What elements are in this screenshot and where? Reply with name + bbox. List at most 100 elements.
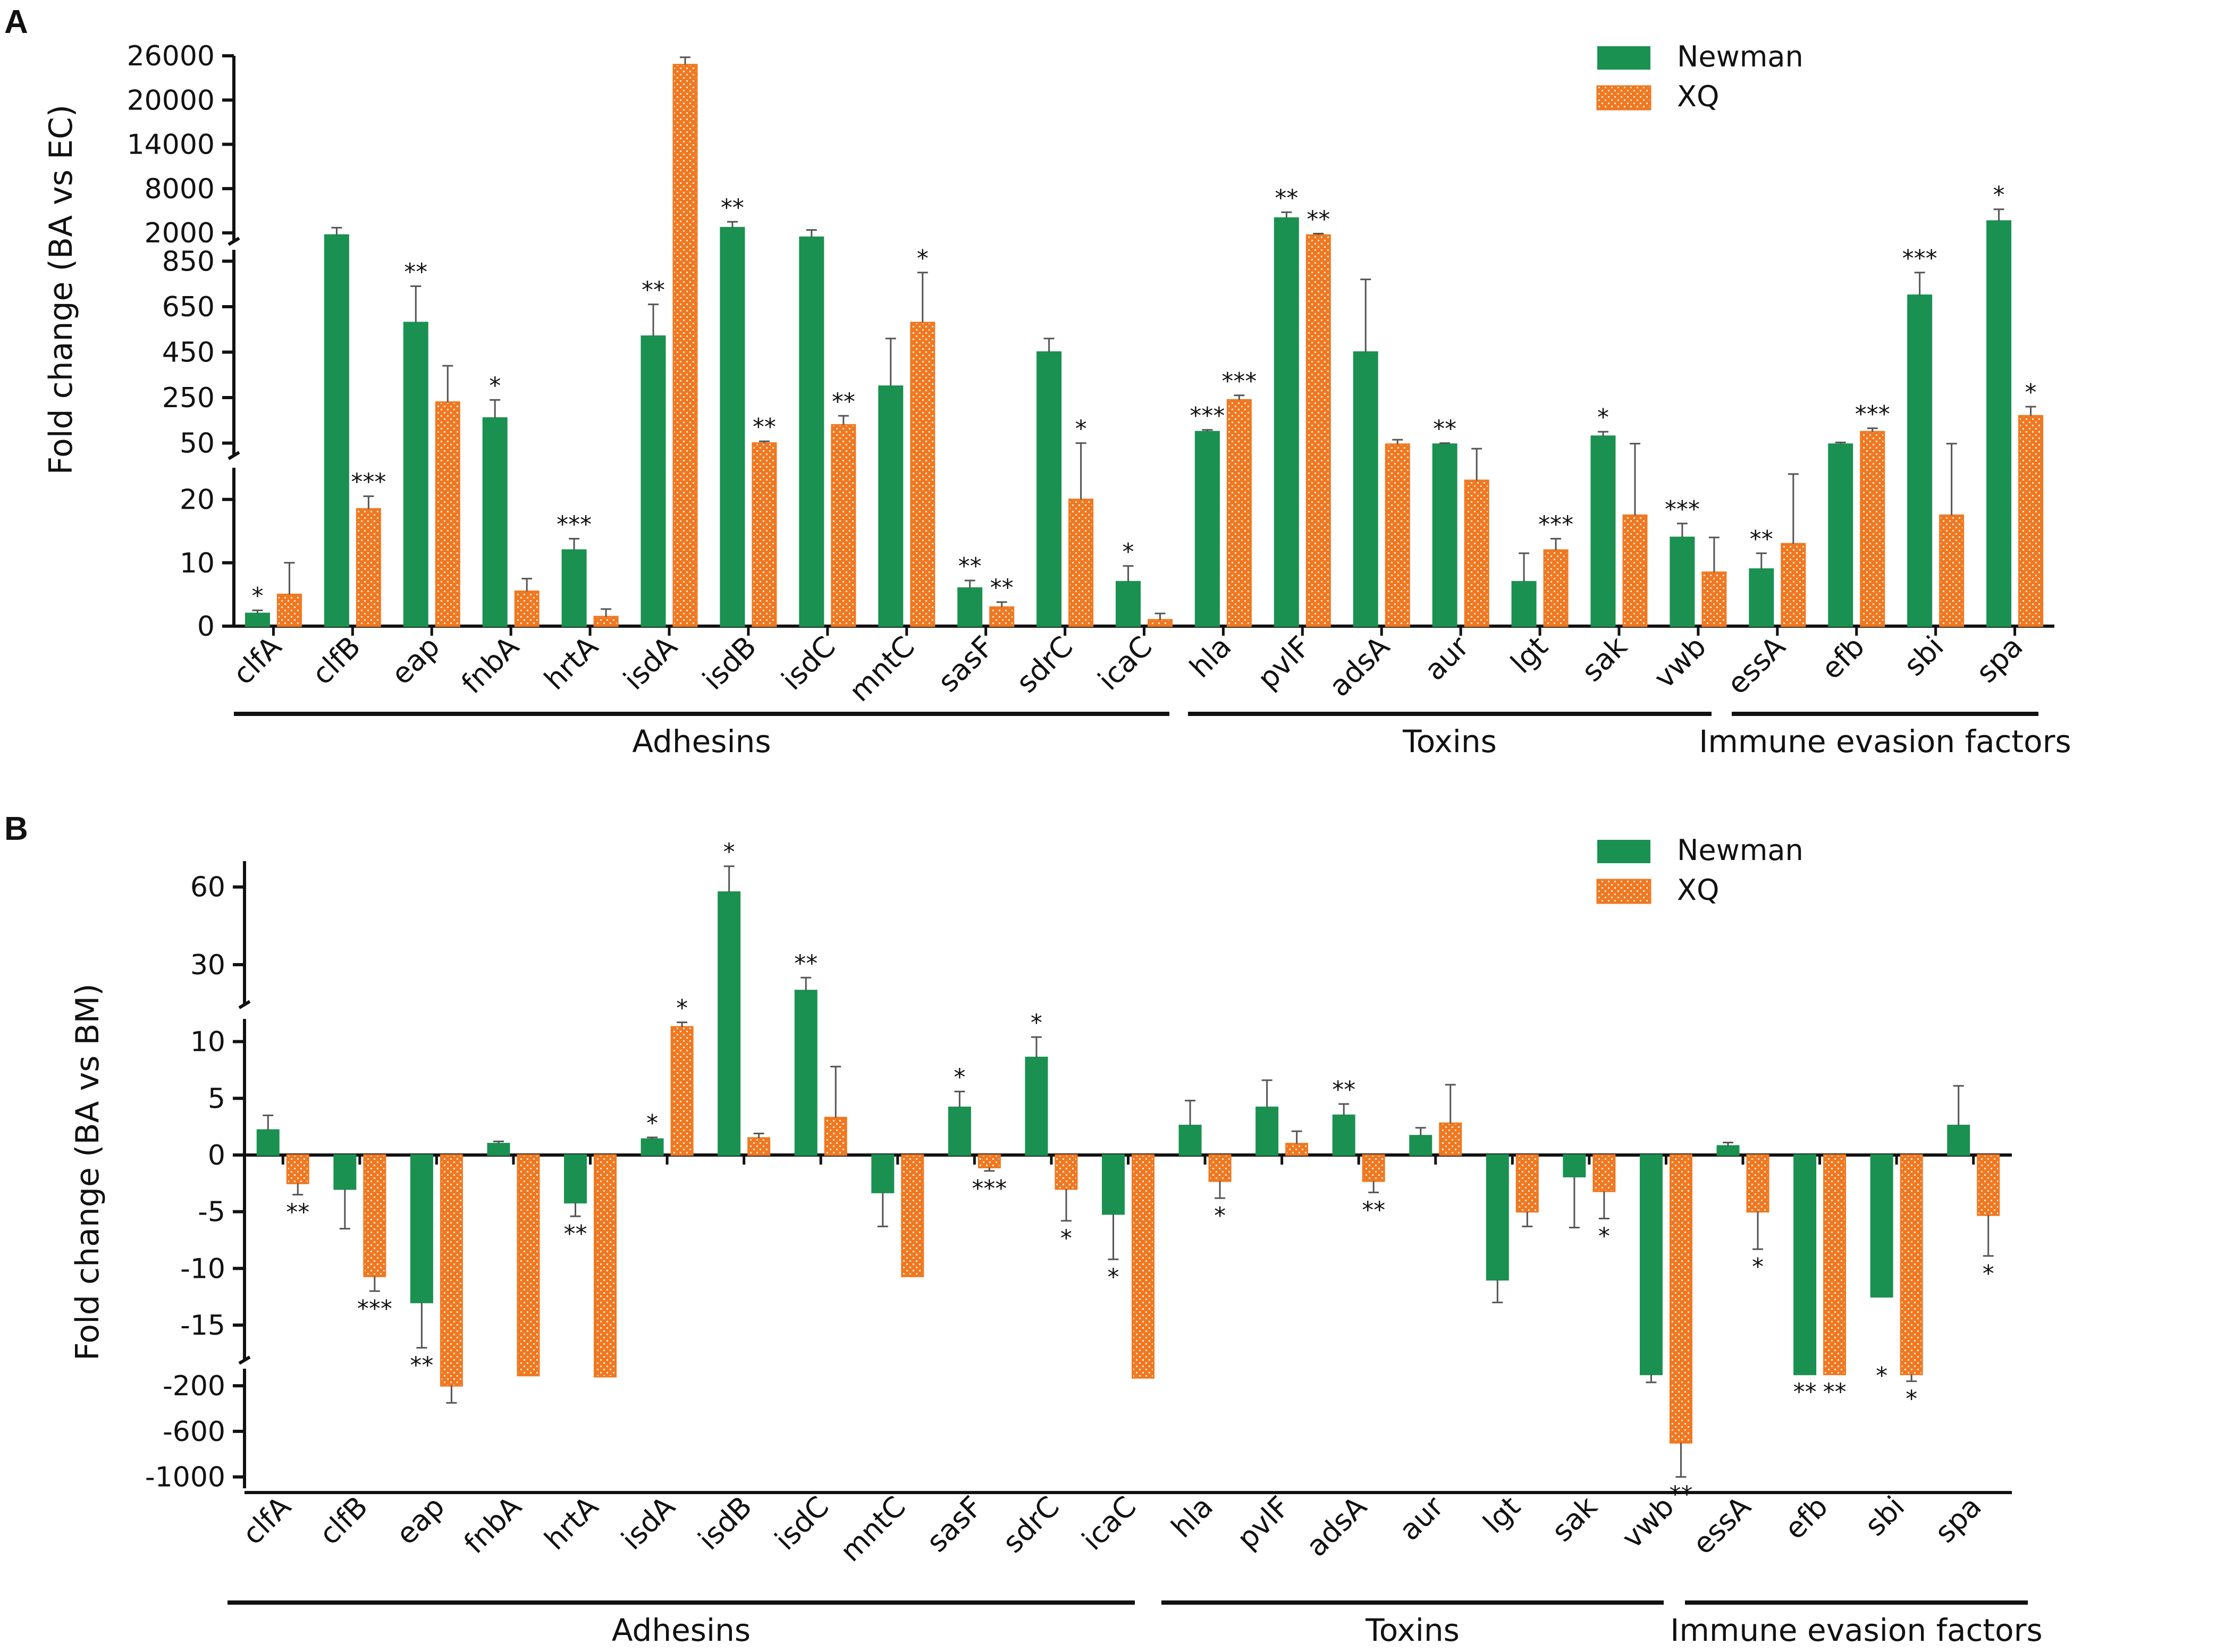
bar-newman xyxy=(1590,435,1616,627)
category-label: fnbA xyxy=(455,630,526,701)
y-tick-label: 60 xyxy=(190,872,225,904)
bar-newman xyxy=(718,891,741,1156)
group-label: Immune evasion factors xyxy=(1699,723,2071,760)
category-label: sdrC xyxy=(996,1490,1066,1560)
bar-newman xyxy=(564,1154,587,1204)
bar-xq xyxy=(670,1026,694,1156)
group-label: Toxins xyxy=(1365,1612,1460,1648)
bar-xq xyxy=(1148,619,1173,627)
bar-newman xyxy=(720,226,745,627)
bar-newman xyxy=(487,1143,510,1156)
axis-break-mark xyxy=(238,1355,251,1365)
bar-xq xyxy=(1977,1154,2000,1216)
bar-xq xyxy=(1592,1154,1616,1192)
y-tick-label: 14000 xyxy=(127,129,215,161)
y-tick-label: -200 xyxy=(163,1370,225,1402)
y-tick-label: 26000 xyxy=(127,40,215,72)
category-label: sak xyxy=(1575,629,1633,688)
significance-label: *** xyxy=(1902,245,1937,272)
bar-newman xyxy=(640,1138,664,1156)
group-label: Immune evasion factors xyxy=(1670,1612,2042,1648)
category-label: hrtA xyxy=(538,630,605,697)
bar-xq xyxy=(1622,514,1648,627)
legend-swatch-xq xyxy=(1596,879,1651,904)
bar-newman xyxy=(640,335,666,627)
category-label: clfB xyxy=(306,630,367,692)
bar-newman xyxy=(1274,217,1299,627)
category-label: efb xyxy=(1778,1490,1834,1546)
bar-newman xyxy=(561,549,587,627)
bar-xq xyxy=(977,1154,1001,1168)
significance-label: * xyxy=(646,1110,658,1137)
category-label: isdC xyxy=(775,630,842,697)
bar-xq xyxy=(752,442,777,627)
category-label: icaC xyxy=(1091,630,1158,697)
bar-newman xyxy=(1353,351,1378,627)
significance-label: * xyxy=(2025,379,2037,406)
bar-xq xyxy=(286,1154,309,1184)
y-tick-label: 450 xyxy=(162,337,215,369)
category-label: lgt xyxy=(1477,1490,1527,1540)
category-label: isdA xyxy=(615,1490,681,1556)
y-tick-label: 20000 xyxy=(127,85,215,116)
y-tick-label: 50 xyxy=(180,428,215,460)
group-label: Adhesins xyxy=(632,723,771,760)
significance-label: ** xyxy=(1750,526,1773,553)
y-tick-label: -15 xyxy=(180,1310,225,1342)
y-tick-label: 20 xyxy=(180,484,215,516)
bar-newman xyxy=(482,417,508,627)
category-label: clfB xyxy=(313,1490,374,1552)
category-label: sbi xyxy=(1898,630,1950,682)
y-tick-label: 30 xyxy=(190,949,225,981)
significance-label: * xyxy=(1993,182,2005,209)
significance-label: ** xyxy=(1332,1076,1355,1103)
bar-xq xyxy=(517,1154,540,1377)
y-tick-label: 5 xyxy=(208,1083,225,1115)
significance-label: * xyxy=(954,1064,965,1091)
significance-label: * xyxy=(489,372,501,399)
bar-newman xyxy=(1986,220,2012,627)
axis-break-mark xyxy=(227,451,240,460)
significance-label: * xyxy=(1075,416,1087,443)
bar-xq xyxy=(1132,1154,1154,1379)
bar-xq xyxy=(1305,234,1331,627)
category-label: icaC xyxy=(1075,1490,1142,1557)
y-tick-label: 250 xyxy=(162,382,215,414)
bar-newman xyxy=(1255,1106,1279,1156)
bar-newman xyxy=(799,236,824,627)
category-label: eap xyxy=(390,1490,451,1552)
bar-xq xyxy=(363,1154,386,1277)
bar-xq xyxy=(1464,479,1489,627)
category-label: sasF xyxy=(920,1490,989,1559)
bar-xq xyxy=(989,606,1015,627)
significance-label: * xyxy=(1983,1260,1994,1287)
bar-xq xyxy=(1900,1154,1923,1376)
category-label: sdrC xyxy=(1010,630,1080,699)
significance-label: * xyxy=(917,245,929,272)
bar-newman xyxy=(1178,1125,1202,1156)
bar-newman xyxy=(878,385,904,627)
legend-swatch-newman xyxy=(1597,840,1650,863)
bar-xq xyxy=(1543,549,1569,627)
bar-newman xyxy=(410,1154,433,1303)
bar-newman xyxy=(1486,1154,1509,1281)
category-label: lgt xyxy=(1504,630,1554,680)
panel-b-chart: B Fold change (BA vs BM) -200 -600 -1000 10 5 0… xyxy=(4,811,2043,1648)
group-label: Toxins xyxy=(1402,723,1497,760)
bar-newman xyxy=(1432,443,1457,627)
y-tick-label: -5 xyxy=(198,1196,225,1228)
significance-label: ** xyxy=(1433,416,1456,443)
bar-newman xyxy=(1870,1154,1893,1298)
category-label: clfA xyxy=(236,1490,298,1552)
bar-newman xyxy=(324,234,349,627)
panel-a-chart: A Fold change (BA vs EC) 0 10 20 50 250 450 650 8… xyxy=(4,4,2071,760)
bar-xq xyxy=(2018,415,2044,627)
significance-label: ** xyxy=(1307,206,1330,233)
legend-label-newman: Newman xyxy=(1677,833,1803,867)
y-tick-label: 650 xyxy=(162,291,215,323)
category-label: spa xyxy=(1970,630,2029,689)
category-label: aur xyxy=(1418,629,1475,687)
bar-newman xyxy=(1511,581,1537,627)
category-label: mntC xyxy=(842,630,921,709)
category-label: sbi xyxy=(1858,1490,1911,1543)
